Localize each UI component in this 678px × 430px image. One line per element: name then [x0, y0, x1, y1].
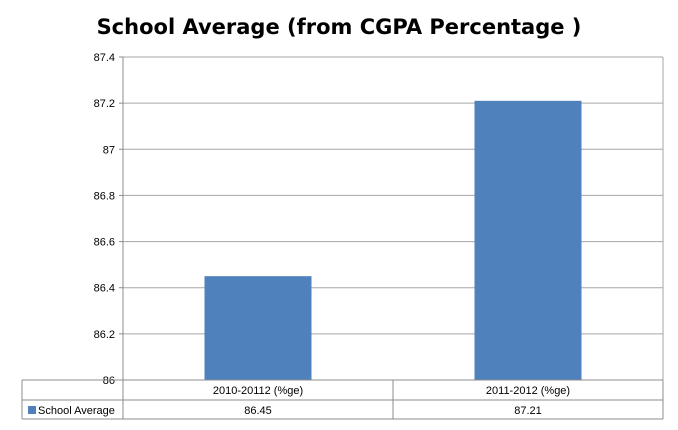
bar	[474, 100, 582, 380]
y-tick-label: 86	[103, 375, 115, 387]
y-tick-label: 86.4	[94, 283, 115, 295]
data-table-value: 86.45	[244, 405, 272, 417]
y-tick-label: 86.8	[94, 190, 115, 202]
y-tick-label: 87.4	[94, 52, 115, 64]
legend-swatch	[28, 406, 36, 414]
legend-label: School Average	[38, 405, 115, 417]
bar	[204, 276, 312, 380]
data-table-value: 87.21	[514, 405, 542, 417]
x-category-label: 2011-2012 (%ge)	[486, 385, 570, 397]
y-tick-label: 87	[103, 144, 115, 156]
y-tick-label: 87.2	[94, 98, 115, 110]
y-tick-label: 86.6	[94, 237, 115, 249]
y-tick-label: 86.2	[94, 329, 115, 341]
x-category-label: 2010-20112 (%ge)	[213, 385, 303, 397]
chart-title: School Average (from CGPA Percentage )	[97, 15, 582, 39]
